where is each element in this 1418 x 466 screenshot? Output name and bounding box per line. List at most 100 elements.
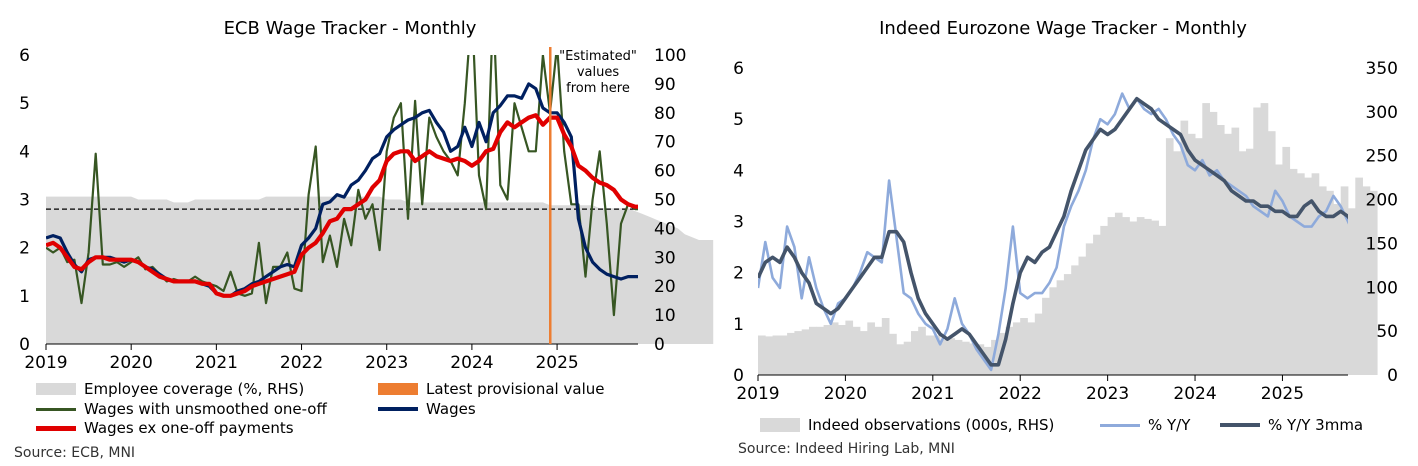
observation-bar (779, 335, 788, 375)
observation-bar (1333, 204, 1342, 375)
yoy-series-line (758, 92, 1348, 372)
legend-label-unsmoothed: Wages with unsmoothed one-off (84, 400, 327, 418)
observation-bar (1231, 127, 1240, 375)
observation-bar (1071, 265, 1079, 375)
observation-bar (1260, 103, 1269, 375)
x-tick-label: 2025 (1261, 384, 1304, 404)
observation-bar (1012, 322, 1021, 375)
observation-bar (1020, 318, 1028, 375)
observation-bar (1297, 173, 1305, 375)
x-tick-label: 2022 (999, 384, 1042, 404)
y-tick-label: 5 (19, 94, 30, 114)
chart-title: Indeed Eurozone Wage Tracker - Monthly (879, 18, 1247, 39)
y2-tick-label: 30 (654, 248, 676, 268)
y2-tick-label: 90 (654, 75, 676, 95)
annotation-text: from here (566, 81, 630, 96)
observation-bar (918, 326, 926, 375)
y2-tick-label: 0 (654, 335, 665, 355)
observation-bar (860, 331, 868, 375)
observation-bar (1122, 217, 1130, 375)
chart-title: ECB Wage Tracker - Monthly (223, 18, 477, 39)
observation-bar (1100, 225, 1108, 375)
y2-tick-label: 50 (1376, 322, 1398, 342)
ecb-wage-tracker-panel: ECB Wage Tracker - Monthly 0 1 2 3 4 5 6 0 10 20 3… (0, 0, 714, 466)
observation-bar (1063, 274, 1072, 375)
observation-bar (1093, 234, 1101, 375)
y2-tick-label: 10 (654, 306, 676, 326)
x-tick-label: 2019 (736, 384, 779, 404)
y2-tick-label: 0 (1387, 366, 1398, 386)
observation-bar (962, 341, 970, 375)
observation-bar (1238, 151, 1247, 375)
observation-bar (823, 325, 832, 375)
y-tick-label: 0 (19, 335, 30, 355)
x-tick-label: 2024 (450, 353, 493, 373)
observation-bar (794, 331, 803, 375)
observation-bar (1326, 190, 1334, 375)
x-tick-label: 2025 (535, 353, 578, 373)
x-tick-label: 2020 (824, 384, 867, 404)
x-tick-label: 2024 (1173, 384, 1216, 404)
x-tick-label: 2023 (365, 353, 408, 373)
legend-swatch-coverage (36, 383, 76, 395)
observation-bar (1224, 133, 1232, 375)
observation-bar (1136, 217, 1145, 375)
legend-item-yoy: % Y/Y (1100, 416, 1190, 434)
observation-bar (1282, 146, 1291, 375)
observation-bar (1209, 111, 1218, 376)
legend-item-provisional: Latest provisional value (378, 380, 604, 398)
observation-bar (1049, 287, 1058, 375)
legend-swatch-ex-oneoff (36, 425, 76, 431)
legend-item-ex-oneoff: Wages ex one-off payments (36, 419, 294, 437)
legend-label-observations: Indeed observations (000s, RHS) (808, 416, 1055, 434)
y-tick-label: 3 (19, 191, 30, 211)
legend-label-provisional: Latest provisional value (426, 380, 605, 398)
observation-bar (969, 343, 977, 375)
legend-item-observations: Indeed observations (000s, RHS) (760, 416, 1054, 434)
legend-label-ex-oneoff: Wages ex one-off payments (84, 419, 294, 437)
observation-bar (903, 341, 912, 375)
y2-tick-label: 80 (654, 104, 676, 124)
observation-bar (1348, 208, 1356, 375)
y-tick-label: 0 (733, 366, 744, 386)
observation-bar (1246, 148, 1254, 375)
observation-bar (1144, 218, 1152, 375)
observation-bar (838, 325, 846, 375)
observation-bar (874, 326, 883, 375)
observation-bar (896, 344, 905, 375)
y-tick-label: 6 (19, 46, 30, 66)
annotation-text: values (577, 65, 620, 80)
legend-label-wages: Wages (426, 400, 476, 418)
y2-tick-label: 70 (654, 133, 676, 153)
y2-tick-label: 300 (1366, 103, 1398, 123)
legend-label-yoy3mma: % Y/Y 3mma (1268, 416, 1364, 434)
y2-tick-label: 60 (654, 162, 676, 182)
observation-bar (801, 329, 810, 375)
legend-item-coverage: Employee coverage (%, RHS) (36, 380, 304, 398)
observation-bar (1311, 173, 1320, 375)
observation-bar (1034, 313, 1043, 375)
observation-bar (1173, 151, 1181, 375)
observation-bar (787, 332, 795, 375)
observation-bar (1180, 120, 1189, 375)
observation-bar (1369, 190, 1378, 375)
legend-item-yoy3mma: % Y/Y 3mma (1220, 416, 1363, 434)
observation-bar (758, 335, 766, 375)
observation-bar (1085, 243, 1094, 375)
observation-bar (1151, 220, 1159, 375)
observation-bar (1114, 212, 1123, 375)
y-tick-label: 5 (733, 110, 744, 130)
observation-bar (1187, 133, 1196, 375)
y2-tick-label: 20 (654, 277, 676, 297)
observation-bar (932, 335, 941, 375)
legend-label-coverage: Employee coverage (%, RHS) (84, 380, 305, 398)
indeed-wage-tracker-chart: 0 1 2 3 4 5 6 0 50 100 150 200 250 300 350 2019 2020 2021… (733, 59, 1398, 404)
observation-bar (881, 318, 890, 375)
y2-tick-label: 350 (1366, 59, 1398, 79)
observation-bar (1056, 280, 1065, 375)
y2-tick-label: 40 (654, 219, 676, 239)
y2-tick-label: 100 (1366, 278, 1398, 298)
observation-bar (1362, 186, 1371, 375)
observation-bar (925, 335, 934, 375)
